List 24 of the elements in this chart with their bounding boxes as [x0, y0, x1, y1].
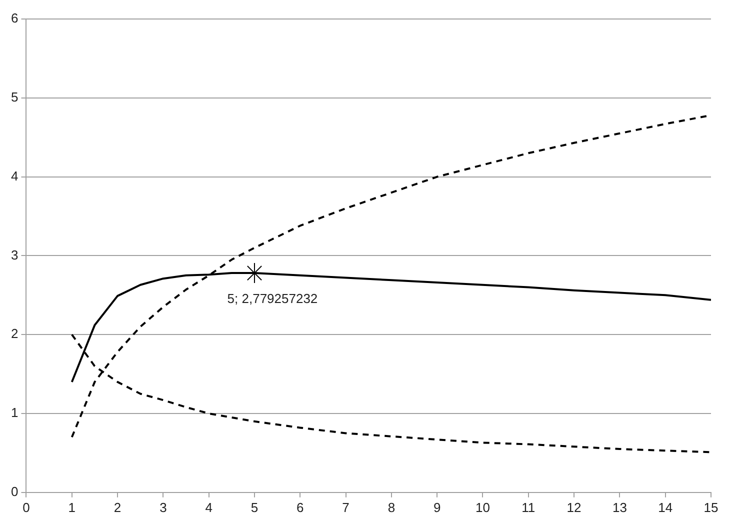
y-tick-label: 3	[10, 247, 18, 262]
y-tick-label: 4	[10, 168, 18, 184]
x-tick-label: 3	[160, 500, 167, 515]
x-tick-label: 1	[68, 500, 76, 515]
y-tick-label: 0	[10, 484, 18, 499]
x-tick-label: 5	[250, 500, 258, 515]
x-tick-label: 6	[296, 500, 304, 515]
x-tick-label: 7	[342, 500, 350, 515]
y-tick-label: 5	[10, 89, 18, 104]
x-tick-label: 15	[704, 500, 718, 515]
x-tick-label: 12	[566, 500, 582, 515]
y-tick-label: 1	[10, 405, 18, 420]
x-tick-label: 10	[476, 500, 490, 515]
annotation: 5; 2,779257232	[227, 291, 318, 306]
x-tick-label: 4	[205, 500, 212, 515]
x-tick-label: 9	[433, 500, 441, 515]
x-tick-label: 11	[522, 500, 536, 515]
x-tick-label: 8	[388, 500, 396, 515]
x-tick-label: 0	[22, 500, 30, 515]
x-tick-label: 2	[114, 500, 122, 515]
x-tick-label: 14	[658, 500, 673, 515]
x-tick-label: 13	[612, 500, 627, 515]
y-tick-label: 2	[10, 326, 18, 342]
y-tick-label: 6	[10, 10, 18, 26]
